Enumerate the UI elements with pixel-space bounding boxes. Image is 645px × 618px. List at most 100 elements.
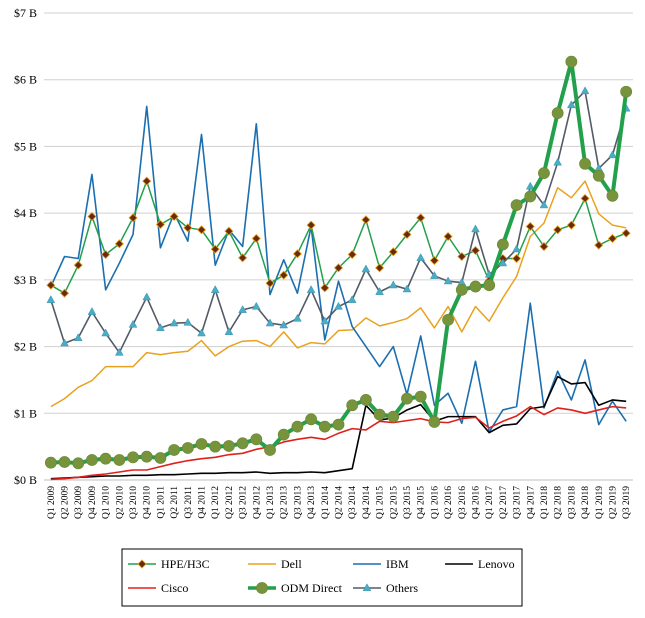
odm-direct-point (99, 452, 112, 465)
odm-direct-point (113, 454, 126, 466)
x-tick-label: Q4 2013 (307, 486, 317, 519)
odm-direct-point (181, 442, 194, 454)
legend-hpe-h3c-point (137, 559, 147, 569)
odm-direct-point (551, 107, 564, 119)
others-point (361, 264, 371, 273)
x-tick-label: Q3 2014 (348, 486, 358, 519)
y-tick-label: $4 B (14, 206, 37, 220)
others-point (183, 317, 193, 326)
others-point (279, 320, 289, 329)
hpe-h3c-point (210, 244, 220, 254)
x-tick-label: Q2 2019 (608, 486, 618, 519)
others-point (115, 347, 124, 356)
legend-item-ibm: IBM (353, 557, 409, 571)
others-point (265, 318, 275, 327)
x-tick-label: Q3 2010 (129, 486, 139, 519)
others-point (471, 224, 480, 233)
odm-direct-point (346, 399, 359, 412)
odm-direct-point (332, 418, 345, 431)
hpe-h3c-point (443, 231, 453, 242)
hpe-h3c-point (594, 240, 604, 250)
series-dell (50, 180, 627, 408)
others-point (498, 258, 508, 267)
odm-direct-point (195, 438, 208, 450)
x-tick-label: Q1 2009 (47, 486, 57, 519)
y-tick-label: $3 B (14, 273, 37, 287)
others-point (306, 285, 316, 293)
odm-direct-point (455, 283, 468, 296)
others-point (512, 244, 521, 253)
legend-item-odm-direct: ODM Direct (248, 581, 343, 595)
hpe-h3c-point (566, 220, 576, 230)
odm-direct-point (496, 238, 509, 251)
odm-direct-point (277, 428, 290, 441)
hpe-h3c-point (553, 225, 563, 235)
others-point (87, 307, 97, 315)
hpe-h3c-point (621, 228, 631, 238)
series-hpe-h3c (46, 176, 631, 298)
odm-direct-point (510, 199, 523, 212)
x-tick-label: Q2 2010 (115, 486, 125, 519)
hpe-h3c-point (292, 249, 302, 259)
hpe-h3c-point (470, 245, 481, 256)
x-tick-label: Q2 2018 (554, 486, 564, 519)
x-tick-label: Q4 2011 (198, 486, 208, 519)
legend-label: Dell (281, 557, 302, 571)
legend-item-cisco: Cisco (128, 581, 188, 595)
series-line-others (50, 90, 627, 354)
hpe-h3c-point (388, 247, 398, 257)
others-point (443, 276, 453, 285)
legend-label: Cisco (161, 581, 188, 595)
odm-direct-point (127, 451, 139, 464)
x-tick-label: Q4 2017 (526, 486, 536, 519)
others-point (320, 316, 330, 325)
others-point (525, 181, 535, 190)
series-odm-direct (44, 55, 633, 470)
hpe-h3c-point (361, 215, 371, 225)
x-tick-label: Q1 2015 (376, 486, 386, 519)
hpe-h3c-point (169, 211, 179, 222)
hpe-h3c-point (539, 241, 549, 252)
others-point (580, 86, 590, 95)
x-tick-label: Q1 2018 (540, 486, 550, 519)
others-point (388, 280, 398, 289)
series-cisco (50, 405, 627, 481)
others-point (197, 328, 206, 337)
odm-direct-point (469, 280, 482, 293)
hpe-h3c-point (265, 278, 275, 288)
x-tick-label: Q3 2016 (458, 486, 468, 519)
hpe-h3c-point (416, 213, 426, 223)
others-point (60, 338, 69, 347)
legend-item-others: Others (353, 581, 418, 595)
odm-direct-point (524, 190, 537, 203)
x-tick-label: Q3 2019 (622, 486, 632, 519)
hpe-h3c-point (402, 229, 412, 240)
others-point (224, 327, 234, 335)
hpe-h3c-point (429, 255, 439, 266)
hpe-h3c-point (155, 219, 165, 230)
x-tick-label: Q1 2010 (102, 486, 112, 519)
odm-direct-point (318, 420, 331, 433)
x-tick-label: Q2 2009 (61, 486, 71, 519)
y-tick-label: $1 B (14, 406, 37, 420)
hpe-h3c-point (375, 263, 385, 273)
others-point (375, 287, 384, 295)
others-point (169, 318, 179, 327)
x-tick-label: Q3 2011 (184, 486, 194, 519)
y-tick-label: $0 B (14, 473, 37, 487)
y-tick-label: $2 B (14, 340, 37, 354)
others-point (156, 323, 165, 331)
others-point (238, 305, 247, 313)
odm-direct-point (387, 410, 400, 423)
odm-direct-point (305, 413, 318, 426)
hpe-h3c-point (457, 251, 467, 262)
odm-direct-point (359, 394, 372, 406)
hpe-h3c-point (512, 253, 522, 264)
x-tick-label: Q2 2013 (280, 486, 290, 519)
x-axis: Q1 2009 Q2 2009 Q3 2009 Q4 2009 Q1 2010 Q2 20… (47, 486, 632, 519)
hpe-h3c-point (306, 220, 316, 230)
others-point (347, 295, 357, 303)
odm-direct-point (58, 456, 71, 468)
series-line-lenovo (50, 375, 627, 480)
